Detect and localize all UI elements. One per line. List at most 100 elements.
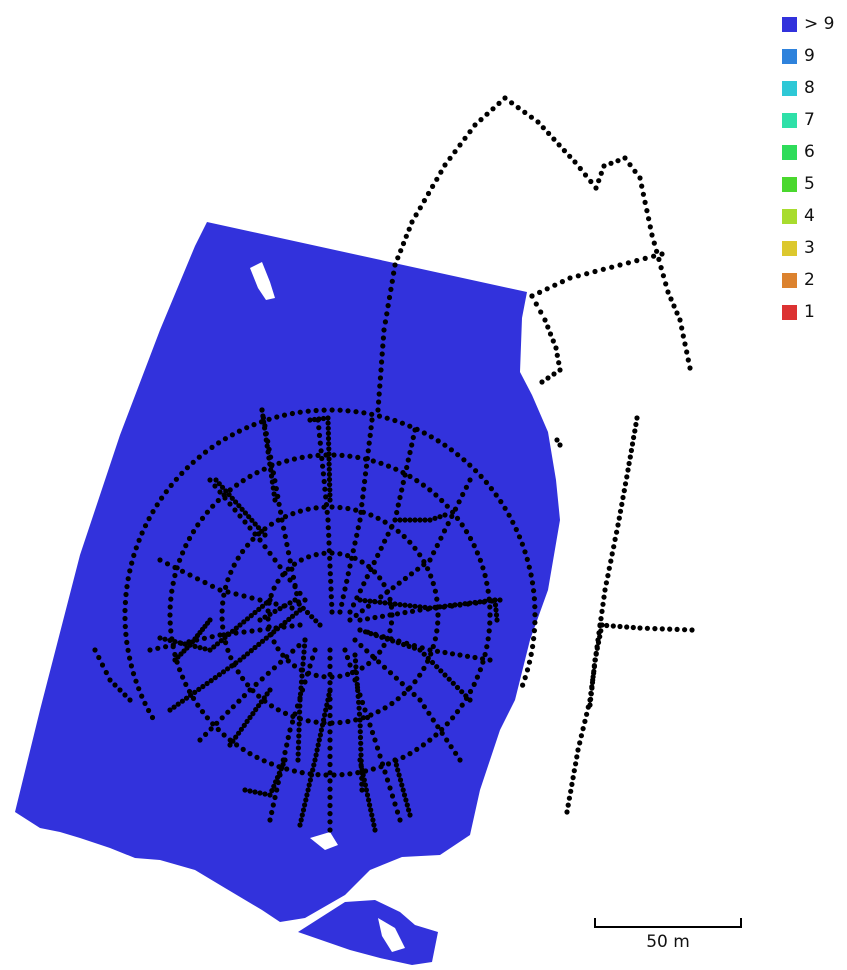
camera-point (122, 599, 128, 606)
camera-point (409, 219, 415, 225)
camera-point (289, 566, 295, 572)
camera-point (298, 685, 304, 691)
camera-point (577, 740, 583, 746)
camera-point (384, 777, 391, 783)
camera-point (197, 737, 203, 743)
camera-point (362, 598, 368, 604)
camera-point (287, 600, 293, 606)
camera-point (329, 609, 335, 615)
camera-point (123, 591, 129, 598)
camera-point (337, 673, 343, 679)
camera-point (390, 638, 396, 644)
camera-point (388, 286, 394, 292)
camera-point (371, 822, 377, 828)
camera-point (522, 549, 528, 555)
camera-point (601, 594, 607, 600)
camera-point (331, 772, 337, 778)
camera-point (241, 693, 247, 699)
camera-point (210, 503, 216, 509)
camera-point (652, 626, 658, 632)
camera-point (345, 408, 351, 414)
camera-point (399, 420, 405, 426)
camera-point (208, 726, 214, 732)
camera-point (241, 593, 247, 599)
camera-point (344, 654, 351, 661)
camera-point (347, 453, 353, 459)
camera-point (528, 651, 534, 658)
camera-point (377, 575, 383, 581)
camera-point (435, 438, 441, 444)
camera-point (598, 616, 604, 622)
camera-point (163, 489, 169, 495)
camera-point (274, 774, 281, 781)
camera-point (262, 614, 268, 620)
camera-point (371, 559, 377, 566)
camera-point (433, 492, 439, 498)
camera-point (357, 723, 363, 729)
camera-point (133, 678, 139, 684)
camera-point (457, 652, 463, 658)
camera-point (257, 537, 263, 543)
camera-point (326, 548, 332, 554)
camera-point (457, 757, 463, 763)
camera-point (353, 664, 359, 670)
camera-point (321, 674, 327, 680)
camera-point (370, 766, 376, 772)
camera-point (379, 761, 386, 767)
camera-point (278, 659, 284, 665)
camera-point (123, 631, 129, 638)
camera-point (457, 142, 463, 148)
camera-point (147, 647, 153, 653)
camera-point (438, 169, 444, 175)
camera-point (297, 508, 303, 514)
camera-point (282, 710, 289, 717)
camera-point (438, 535, 444, 541)
camera-point (598, 170, 604, 176)
camera-point (297, 697, 303, 703)
camera-point (372, 614, 378, 621)
camera-point (316, 737, 322, 743)
camera-point (327, 712, 333, 719)
camera-point (241, 722, 247, 729)
camera-point (357, 717, 363, 723)
camera-point (493, 607, 499, 613)
camera-point (591, 668, 597, 674)
camera-point (275, 517, 281, 523)
camera-point (368, 631, 374, 637)
camera-point (313, 672, 319, 679)
camera-point (237, 513, 243, 519)
camera-point (637, 625, 643, 631)
camera-point (268, 761, 275, 767)
camera-point (401, 533, 407, 540)
camera-point (385, 303, 391, 309)
camera-point (632, 428, 638, 434)
camera-point (392, 757, 398, 763)
camera-point (412, 517, 418, 523)
camera-point (347, 563, 353, 569)
camera-point (452, 506, 459, 512)
camera-point (326, 692, 332, 698)
camera-point (327, 680, 333, 686)
camera-point (357, 588, 363, 594)
camera-point (364, 574, 370, 580)
camera-point (246, 514, 252, 520)
camera-point (642, 255, 648, 261)
camera-point (658, 265, 664, 271)
camera-point (231, 562, 237, 568)
camera-point (385, 463, 392, 469)
camera-point (171, 704, 177, 710)
camera-point (572, 159, 578, 165)
camera-point (337, 609, 343, 615)
camera-point (296, 643, 302, 649)
camera-point (399, 681, 405, 687)
camera-point (157, 635, 163, 641)
legend-label: 6 (804, 142, 815, 162)
camera-point (369, 812, 375, 818)
camera-point (122, 692, 128, 698)
camera-point (396, 580, 402, 586)
camera-point (368, 512, 374, 518)
camera-point (439, 497, 445, 504)
camera-point (482, 572, 488, 579)
camera-point (313, 752, 319, 758)
camera-point (281, 412, 288, 418)
